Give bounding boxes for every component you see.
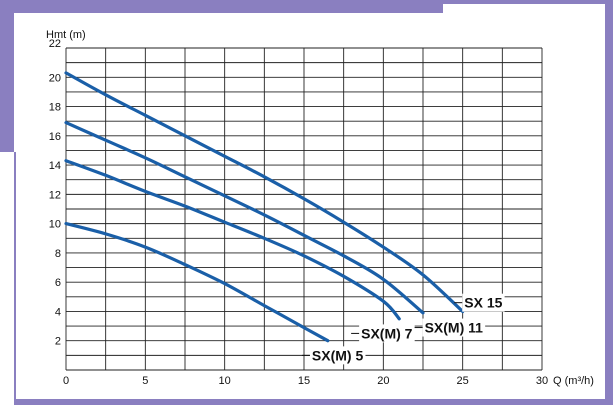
x-tick-label: 5	[142, 375, 148, 387]
x-tick-label: 15	[298, 375, 310, 387]
series-label-sx-m-7: SX(M) 7	[361, 325, 413, 341]
x-axis-title: Q (m³/h)	[553, 375, 594, 387]
y-tick-label: 6	[55, 277, 61, 289]
series-line-sx-m-11	[64, 121, 425, 315]
y-tick-label: 18	[49, 102, 61, 114]
y-tick-label: 8	[55, 248, 61, 260]
x-tick-label: 25	[457, 375, 469, 387]
y-tick-label: 14	[49, 160, 61, 172]
grid	[65, 47, 543, 371]
frame-top-right-band	[443, 0, 613, 4]
y-axis-title: Hmt (m)	[46, 29, 86, 41]
frame-left-lower-band	[14, 152, 16, 405]
y-tick-label: 20	[49, 72, 61, 84]
y-tick-label: 16	[49, 131, 61, 143]
frame-top-band	[0, 0, 443, 13]
series-line-sx-m-5	[64, 222, 330, 343]
series-label-sx-m-11: SX(M) 11	[425, 320, 484, 336]
y-tick-label: 12	[49, 189, 61, 201]
frame-right-band	[605, 0, 613, 405]
y-tick-label: 4	[55, 306, 61, 318]
series-label-bg	[462, 293, 505, 312]
x-tick-label: 10	[219, 375, 231, 387]
x-tick-label: 30	[536, 375, 548, 387]
frame-left-band	[0, 0, 14, 152]
x-tick-label: 20	[377, 375, 389, 387]
series-line-sx-m-7	[64, 159, 401, 321]
labels: 0 5 10 15 20 25 30 2 4 6 8 10 12 14 16 18 20 22 SX(M) 5 SX(…	[49, 38, 548, 387]
series-label-sx-15: SX 15	[464, 295, 502, 311]
y-tick-label: 22	[49, 38, 61, 50]
y-tick-label: 2	[55, 336, 61, 348]
series-group	[64, 71, 465, 343]
series-label-bg	[422, 318, 486, 337]
frame-bottom-band	[14, 399, 613, 405]
y-tick-label: 10	[49, 219, 61, 231]
series-label-sx-m-5: SX(M) 5	[312, 347, 364, 363]
series-line-sx-15	[64, 71, 465, 314]
x-tick-label: 0	[63, 375, 69, 387]
series-label-bg	[309, 346, 366, 365]
series-label-bg	[359, 324, 415, 343]
